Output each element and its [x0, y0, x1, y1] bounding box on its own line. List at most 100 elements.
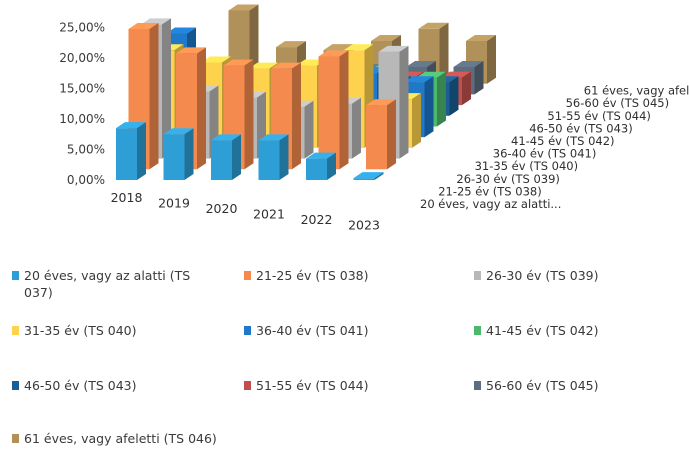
- bar-side: [162, 18, 171, 159]
- legend-item: 26-30 év (TS 039): [474, 267, 599, 284]
- bar-side: [374, 172, 384, 180]
- y-tick-label: 15,00%: [59, 82, 105, 96]
- legend-label: 56-60 év (TS 045): [486, 378, 599, 393]
- bar-side: [137, 122, 146, 180]
- bar-side: [399, 45, 409, 159]
- bar-top: [378, 45, 409, 52]
- depth-tick-label: 31-35 év (TS 040): [475, 159, 579, 173]
- legend-item: 46-50 év (TS 043): [12, 377, 137, 394]
- bar-top: [343, 44, 374, 51]
- bar-top: [453, 60, 484, 67]
- chart-3d-bar: 0,00%5,00%10,00%15,00%20,00%25,00% 2018 2…: [59, 4, 689, 233]
- bar-top: [228, 4, 259, 11]
- bar-side: [412, 93, 421, 148]
- legend-label: 36-40 év (TS 041): [256, 323, 369, 338]
- legend-item: 56-60 év (TS 045): [474, 377, 599, 394]
- y-tick-label: 10,00%: [59, 112, 105, 126]
- bar-top: [163, 128, 194, 135]
- bar-side: [462, 71, 471, 106]
- bar-top: [371, 35, 401, 41]
- bar-side: [244, 59, 254, 170]
- bar-side: [232, 134, 241, 180]
- bar-top: [141, 18, 171, 25]
- y-tick-label: 20,00%: [59, 51, 105, 65]
- legend-label: 31-35 év (TS 040): [24, 323, 137, 338]
- bar-top: [416, 71, 446, 78]
- bar-top: [418, 22, 449, 29]
- legend-item: 21-25 év (TS 038): [244, 267, 369, 284]
- y-tick-label: 0,00%: [67, 173, 105, 187]
- bar-side: [304, 100, 314, 159]
- bar-side: [339, 50, 349, 170]
- bar-top: [116, 122, 146, 129]
- x-tick-label: 2022: [301, 212, 333, 227]
- bar-top: [248, 62, 279, 69]
- legend-label: 21-25 év (TS 038): [256, 268, 369, 283]
- x-tick-label: 2019: [158, 196, 190, 211]
- legend-label: 61 éves, vagy afeletti (TS 046): [24, 431, 217, 446]
- bar-top: [466, 35, 496, 41]
- depth-tick-label: 46-50 év (TS 043): [529, 121, 633, 135]
- bar-top: [366, 99, 396, 106]
- legend-swatch: [12, 271, 19, 280]
- bar: [306, 152, 336, 180]
- bar-top: [276, 41, 306, 48]
- bar: [353, 172, 384, 180]
- depth-tick-label: 51-55 év (TS 044): [547, 109, 651, 123]
- depth-axis: 20 éves, vagy az alatti...21-25 év (TS 0…: [420, 84, 689, 211]
- bar-side: [474, 60, 484, 95]
- legend-swatch: [12, 326, 19, 335]
- bar-top: [306, 152, 336, 159]
- bar-side: [197, 47, 206, 170]
- legend-label: 51-55 év (TS 044): [256, 378, 369, 393]
- bar-top: [441, 71, 471, 78]
- bars: [116, 4, 496, 180]
- legend-swatch: [12, 381, 19, 390]
- depth-tick-label: 41-45 év (TS 042): [511, 134, 615, 148]
- depth-tick-label: 20 éves, vagy az alatti...: [420, 197, 561, 211]
- legend-item: 20 éves, vagy az alatti (TS 037): [12, 267, 212, 301]
- legend-item: 51-55 év (TS 044): [244, 377, 369, 394]
- depth-tick-label: 36-40 év (TS 041): [493, 147, 597, 161]
- depth-tick-label: 26-30 év (TS 039): [456, 172, 560, 186]
- x-tick-label: 2023: [348, 218, 380, 233]
- bar-top: [176, 47, 206, 54]
- legend-swatch: [12, 434, 19, 443]
- legend-item: 41-45 év (TS 042): [474, 322, 599, 339]
- legend-item: 31-35 év (TS 040): [12, 322, 137, 339]
- legend-label: 41-45 év (TS 042): [486, 323, 599, 338]
- bar: [318, 50, 349, 170]
- bar-top: [406, 60, 436, 67]
- bar-front: [318, 56, 340, 170]
- bar-front: [306, 158, 327, 180]
- legend-swatch: [244, 271, 251, 280]
- legend-swatch: [474, 326, 481, 335]
- bar-side: [439, 22, 449, 84]
- bar: [211, 134, 241, 180]
- bar: [163, 128, 194, 180]
- bar-front: [163, 134, 185, 180]
- bar-side: [327, 152, 336, 180]
- legend-label: 20 éves, vagy az alatti (TS 037): [24, 268, 191, 300]
- bar-side: [449, 76, 459, 116]
- bar-front: [366, 105, 387, 170]
- legend-swatch: [244, 381, 251, 390]
- depth-tick-label: 21-25 év (TS 038): [438, 184, 542, 198]
- legend-item: 36-40 év (TS 041): [244, 322, 369, 339]
- bar-side: [292, 62, 301, 170]
- bar-top: [201, 56, 231, 63]
- bar-side: [437, 71, 446, 127]
- bar-top: [271, 62, 301, 69]
- bar-front: [353, 178, 375, 180]
- bar-top: [318, 50, 349, 57]
- x-tick-label: 2021: [253, 207, 285, 222]
- bar-side: [279, 134, 289, 180]
- depth-tick-label: 61 éves, vagy afeletti (TS 046): [584, 84, 689, 98]
- bar-top: [211, 134, 241, 141]
- bar-front: [211, 140, 232, 180]
- bar-side: [387, 99, 396, 170]
- bar-side: [487, 35, 496, 84]
- x-axis: 2018 2019 2020 2021 2022 2023: [111, 190, 380, 233]
- bar-side: [352, 97, 361, 159]
- bar-top: [166, 27, 196, 34]
